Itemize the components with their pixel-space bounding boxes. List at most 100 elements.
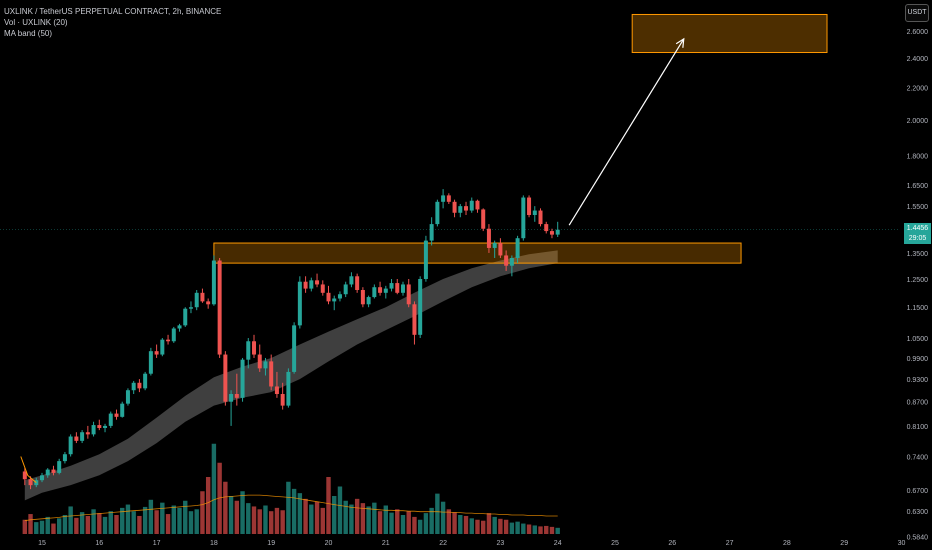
candle-body — [498, 243, 503, 256]
candle — [234, 373, 239, 406]
volume-bar — [538, 526, 543, 534]
price-tick-label: 1.3500 — [907, 251, 929, 258]
price-tick-label: 0.8100 — [907, 424, 929, 431]
volume-bar — [544, 525, 549, 534]
candle-body — [292, 325, 297, 372]
candle — [366, 295, 371, 308]
volume-bar — [395, 509, 400, 534]
volume-bar — [332, 496, 337, 534]
volume-indicator-label[interactable]: Vol · UXLINK (20) — [4, 18, 68, 27]
time-tick-label: 30 — [898, 540, 906, 547]
time-tick-label: 20 — [325, 540, 333, 547]
candle — [51, 465, 56, 476]
volume-bar — [188, 511, 194, 534]
volume-bar — [165, 514, 171, 534]
time-tick-label: 19 — [267, 540, 275, 547]
volume-bar — [114, 515, 119, 534]
volume-bar — [154, 510, 159, 534]
candle-body — [217, 260, 222, 355]
candle-body — [166, 339, 171, 342]
candle-body — [51, 469, 56, 473]
candle-body — [418, 278, 423, 335]
candle — [40, 472, 44, 483]
price-tick-label: 2.2000 — [907, 86, 929, 93]
candle-body — [40, 475, 44, 481]
candle-body — [475, 200, 480, 210]
candle — [103, 423, 108, 433]
candle — [91, 421, 96, 437]
time-tick-label: 29 — [840, 540, 848, 547]
volume-bar — [228, 496, 234, 534]
candle — [360, 287, 365, 308]
volume-bar — [217, 462, 222, 534]
candle-body — [400, 284, 405, 293]
candle — [183, 307, 188, 327]
volume-bar — [532, 525, 537, 534]
candle-body — [148, 351, 153, 374]
candle — [68, 434, 73, 457]
symbol-title[interactable]: UXLINK / TetherUS PERPETUAL CONTRACT, 2h… — [4, 7, 222, 16]
last-price-tag: 1.4456 29:05 — [904, 223, 931, 244]
candle — [555, 221, 560, 238]
volume-bar — [481, 520, 486, 534]
candle-body — [504, 255, 509, 266]
volume-bar — [171, 505, 176, 534]
candle — [108, 411, 113, 428]
time-axis: 15 16 17 18 19 20 21 22 23 24 25 26 27 28 29 30 — [38, 540, 905, 547]
candle-body — [544, 224, 549, 232]
candle-body — [45, 469, 50, 476]
candle-body — [337, 294, 342, 299]
ma-band-indicator-label[interactable]: MA band (50) — [4, 29, 53, 38]
candle-body — [286, 371, 291, 406]
volume-bar — [377, 511, 383, 534]
candle-body — [366, 297, 371, 305]
volume-bar — [56, 518, 62, 534]
candle — [504, 250, 509, 271]
candle-body — [423, 240, 428, 279]
volume-bar — [475, 519, 480, 534]
candle-body — [269, 361, 274, 387]
candle-body — [486, 228, 491, 248]
candle-body — [452, 201, 457, 213]
candle — [171, 326, 176, 343]
price-tick-label: 2.6000 — [907, 29, 929, 36]
volume-bar — [74, 517, 79, 534]
candle-body — [211, 260, 216, 305]
candle — [28, 476, 33, 490]
candle — [188, 301, 193, 314]
candle — [148, 347, 153, 376]
volume-bar — [34, 522, 39, 534]
time-tick-label: 16 — [95, 540, 103, 547]
volume-bar — [435, 493, 440, 534]
volume-bar — [68, 506, 73, 534]
candle-body — [257, 354, 262, 369]
ma-band — [24, 250, 558, 501]
candle — [515, 235, 520, 264]
price-tick-label: 1.6500 — [907, 183, 929, 190]
candle — [423, 235, 428, 282]
volume-bar — [131, 511, 136, 534]
projection-arrowhead — [675, 37, 685, 48]
price-tick-label: 0.8700 — [907, 400, 929, 407]
candle-body — [527, 197, 532, 216]
currency-unit-button[interactable]: USDT — [905, 4, 929, 22]
candle-body — [68, 436, 73, 455]
candle — [337, 291, 342, 302]
candle — [74, 432, 79, 444]
candle-body — [188, 307, 193, 309]
time-tick-label: 18 — [210, 540, 218, 547]
candle — [320, 280, 325, 296]
candle — [274, 371, 279, 398]
volume-bar — [343, 500, 348, 534]
volume-bar — [526, 524, 532, 534]
candle — [114, 409, 119, 420]
candle-body — [509, 257, 514, 266]
time-tick-label: 26 — [668, 540, 676, 547]
candle-body — [57, 461, 62, 473]
candle — [292, 322, 297, 374]
candle — [549, 228, 554, 239]
volume-bar — [28, 514, 33, 534]
candle — [22, 468, 27, 486]
candle-body — [355, 276, 360, 291]
